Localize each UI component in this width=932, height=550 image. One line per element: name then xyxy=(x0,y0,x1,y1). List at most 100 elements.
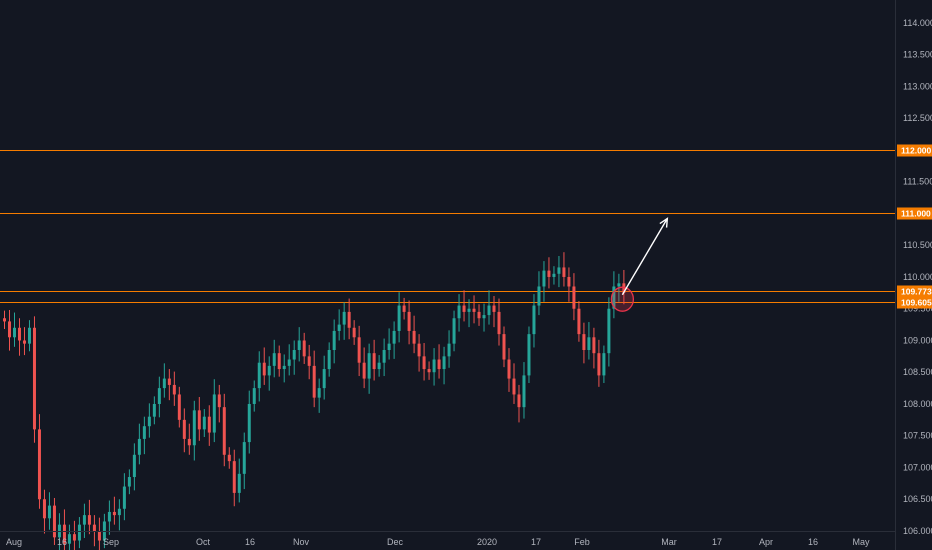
candle xyxy=(322,355,326,400)
candle-body xyxy=(557,267,561,274)
candle-body xyxy=(67,534,71,544)
candle xyxy=(462,290,466,322)
candle xyxy=(357,325,361,377)
candle-body xyxy=(447,343,451,357)
highlight-circle[interactable] xyxy=(610,286,635,312)
candle xyxy=(342,302,346,340)
candle-body xyxy=(42,499,46,519)
candle-body xyxy=(112,511,116,516)
level-label-box xyxy=(897,144,932,157)
candle xyxy=(162,363,166,398)
candle xyxy=(272,339,276,378)
horizontal-levels[interactable] xyxy=(0,150,895,303)
candle xyxy=(452,310,456,352)
chart-annotations[interactable] xyxy=(610,217,669,312)
candle-body xyxy=(197,410,201,430)
candle-body xyxy=(227,454,231,462)
candle xyxy=(537,271,541,316)
time-tick-label: Aug xyxy=(6,537,22,547)
candle xyxy=(522,362,526,419)
time-tick-label: Oct xyxy=(196,537,211,547)
candle-body xyxy=(592,337,596,354)
candle-body xyxy=(282,365,286,370)
candle xyxy=(497,298,501,346)
time-tick-label: Dec xyxy=(387,537,404,547)
candle xyxy=(572,273,576,321)
candle-body xyxy=(382,350,386,363)
candle xyxy=(7,309,11,351)
level-label-text: 112.000 xyxy=(901,146,932,156)
candle xyxy=(367,343,371,394)
candle xyxy=(47,492,51,530)
candle xyxy=(32,316,36,443)
time-axis[interactable]: Aug 16 Sep Oct 16 Nov Dec 2020 17 Feb Mar 17 Apr 16 Ma… xyxy=(6,537,870,547)
candle xyxy=(17,318,21,356)
candle xyxy=(437,344,441,379)
candle xyxy=(587,322,591,360)
candle xyxy=(67,524,71,550)
candle-body xyxy=(212,394,216,433)
candle-body xyxy=(122,486,126,509)
time-tick-label: 2020 xyxy=(477,537,497,547)
price-tick-label: 109.500 xyxy=(903,304,932,314)
candle xyxy=(107,500,111,535)
candle xyxy=(467,299,471,328)
candle-body xyxy=(187,438,191,446)
candle xyxy=(527,326,531,384)
candle xyxy=(147,403,151,438)
time-tick-label: 16 xyxy=(57,537,67,547)
arrow-line[interactable] xyxy=(621,218,668,296)
candle-body xyxy=(332,330,336,350)
candle-body xyxy=(532,305,536,335)
candle xyxy=(312,350,316,408)
candle-body xyxy=(577,308,581,335)
candle xyxy=(402,297,406,320)
candle xyxy=(207,405,211,446)
candle-body xyxy=(337,324,341,331)
price-tick-label: 113.000 xyxy=(903,81,932,91)
candle-body xyxy=(172,384,176,395)
candle xyxy=(442,346,446,385)
candle-body xyxy=(412,330,416,344)
candle-body xyxy=(302,340,306,357)
candle-body xyxy=(17,327,21,341)
candle xyxy=(152,396,156,425)
candle xyxy=(212,379,216,443)
candle-body xyxy=(202,416,206,430)
candle xyxy=(202,409,206,438)
candle-body xyxy=(3,318,6,322)
candle-body xyxy=(537,286,541,306)
candle xyxy=(417,334,421,372)
time-tick-label: 16 xyxy=(808,537,818,547)
candle xyxy=(307,344,311,380)
candle-body xyxy=(432,359,436,373)
candle-body xyxy=(97,531,101,541)
candle xyxy=(602,345,606,384)
candle-body xyxy=(257,362,261,389)
candle xyxy=(197,396,201,441)
candle xyxy=(222,393,226,467)
candle xyxy=(27,320,31,352)
candle-body xyxy=(542,270,546,287)
candle xyxy=(372,339,376,381)
candle xyxy=(567,267,571,302)
candle-body xyxy=(162,378,166,389)
candle-body xyxy=(192,410,196,446)
price-tick-label: 109.000 xyxy=(903,335,932,345)
candle xyxy=(3,310,6,330)
candle xyxy=(267,356,271,391)
candle-body xyxy=(7,321,11,338)
candle-body xyxy=(27,327,31,344)
candle-body xyxy=(262,362,266,376)
candle xyxy=(492,296,496,328)
candle xyxy=(292,340,296,375)
candle-body xyxy=(137,438,141,455)
candle-body xyxy=(572,286,576,309)
candle xyxy=(427,361,431,380)
price-axis[interactable]: 106.000 106.500 107.000 107.500 108.000 108.5… xyxy=(903,0,932,536)
level-label-box xyxy=(897,296,932,309)
candle xyxy=(412,315,416,354)
candle xyxy=(77,517,81,549)
candle xyxy=(517,384,521,423)
